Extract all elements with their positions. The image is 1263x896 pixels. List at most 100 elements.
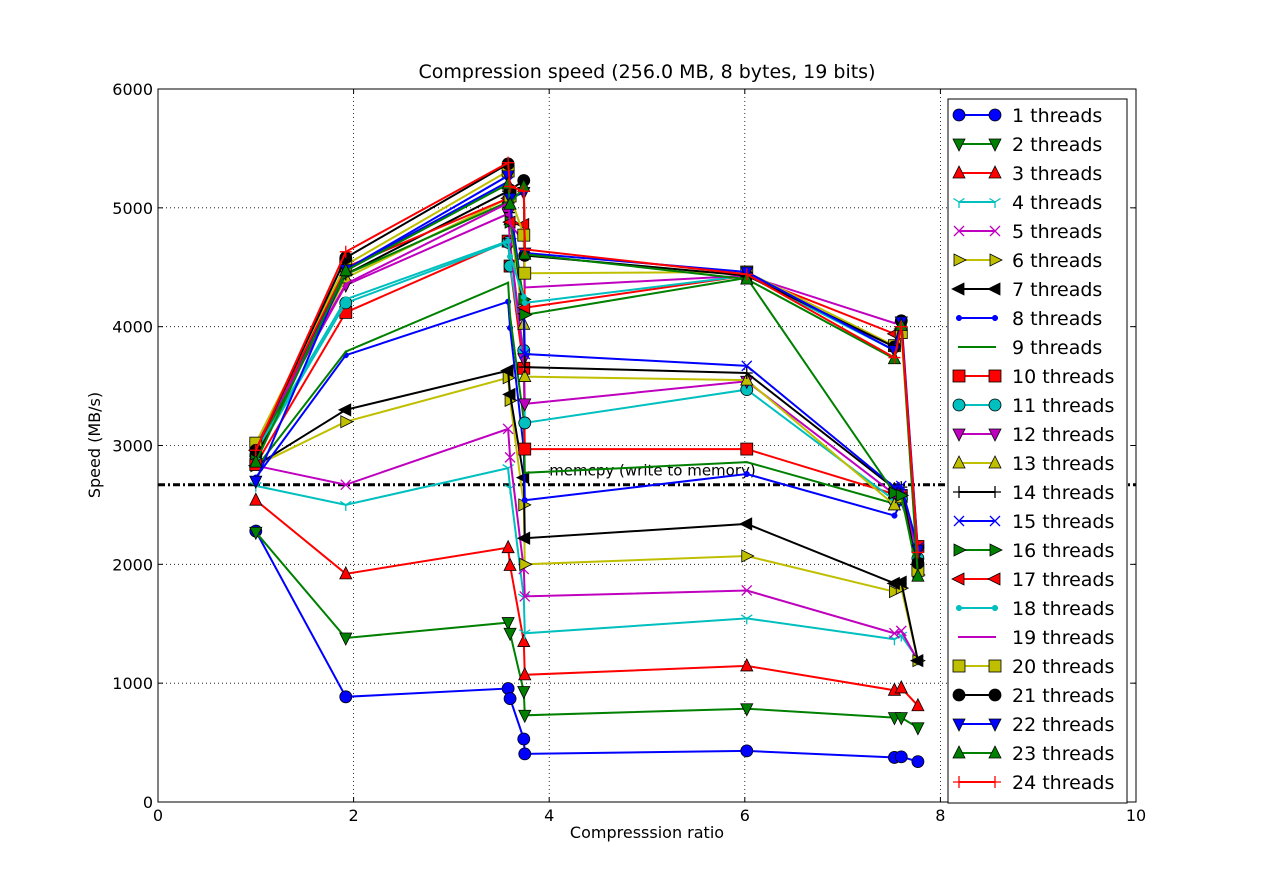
legend-label: 9 threads <box>1012 337 1102 359</box>
legend-marker <box>953 776 965 788</box>
legend-item: 11 threads <box>952 395 1114 417</box>
data-point <box>740 658 754 672</box>
data-point <box>249 526 263 541</box>
legend-item: 14 threads <box>953 482 1114 504</box>
legend-marker <box>988 455 1002 469</box>
data-point <box>743 470 750 478</box>
data-point <box>910 653 924 668</box>
series-line <box>254 180 919 548</box>
data-point <box>507 281 510 284</box>
legend-marker <box>951 572 965 586</box>
legend-item: 22 threads <box>952 714 1114 736</box>
legend-item: 20 threads <box>952 656 1114 678</box>
data-point <box>891 512 898 519</box>
legend-label: 4 threads <box>1012 192 1102 214</box>
legend-item: 9 threads <box>958 337 1102 359</box>
data-point <box>249 475 263 490</box>
data-point <box>344 282 347 285</box>
legend-item: 23 threads <box>952 743 1114 765</box>
legend-label: 12 threads <box>1012 424 1114 446</box>
data-point <box>515 470 530 485</box>
data-point <box>504 451 516 463</box>
data-point <box>893 322 896 325</box>
series-layer <box>247 156 926 768</box>
data-point <box>894 750 908 764</box>
legend-label: 20 threads <box>1012 656 1114 678</box>
data-point <box>518 398 532 412</box>
data-point <box>911 546 924 559</box>
data-point <box>523 286 526 289</box>
data-point <box>249 444 262 457</box>
legend-item: 7 threads <box>951 279 1102 301</box>
legend-marker <box>988 428 1002 442</box>
data-point <box>339 500 352 511</box>
legend-box <box>947 98 1128 804</box>
data-point <box>339 632 353 646</box>
x-tick-label: 4 <box>544 806 554 825</box>
data-point <box>740 367 753 380</box>
data-point <box>337 403 352 417</box>
legend-label: 22 threads <box>1012 714 1114 736</box>
data-point <box>503 196 517 210</box>
data-point <box>502 156 515 169</box>
data-point <box>517 686 531 700</box>
legend-marker <box>988 369 1002 383</box>
series-7-threads <box>247 363 924 668</box>
legend-item: 12 threads <box>952 424 1114 446</box>
data-point <box>339 565 353 580</box>
legend-label: 14 threads <box>1012 482 1114 504</box>
legend-item: 3 threads <box>952 163 1102 185</box>
data-point <box>501 617 515 631</box>
data-point <box>503 557 517 571</box>
legend-item: 10 threads <box>952 366 1114 388</box>
data-point <box>895 320 908 333</box>
legend-marker <box>988 165 1002 179</box>
data-point <box>249 492 263 506</box>
legend-marker <box>952 165 966 179</box>
legend-label: 6 threads <box>1012 250 1102 272</box>
legend-item: 8 threads <box>955 308 1102 330</box>
data-point <box>518 416 532 430</box>
legend-marker <box>989 253 1003 267</box>
data-point <box>503 627 517 642</box>
data-point <box>518 361 531 374</box>
data-point <box>740 442 754 456</box>
legend-marker <box>987 282 1001 296</box>
data-point <box>518 368 532 382</box>
legend-marker <box>991 604 999 612</box>
legend-marker <box>994 346 996 348</box>
data-point <box>521 299 528 306</box>
series-5-threads <box>250 423 924 667</box>
legend-label: 17 threads <box>1012 569 1114 591</box>
data-point <box>740 372 754 386</box>
legend-item: 13 threads <box>952 453 1114 475</box>
data-point <box>741 360 753 372</box>
legend-marker <box>955 604 963 612</box>
legend-marker <box>989 486 1001 498</box>
data-point <box>344 350 347 353</box>
data-point <box>342 296 349 303</box>
y-tick-label: 1000 <box>112 674 153 693</box>
legend-marker <box>952 428 966 442</box>
data-point <box>517 185 530 198</box>
x-tick-label: 10 <box>1126 806 1146 825</box>
data-point <box>894 712 908 726</box>
legend-label: 2 threads <box>1012 134 1102 156</box>
legend-label: 23 threads <box>1012 743 1114 765</box>
ticks-layer: 0 2 4 6 8 10 0 1000 2000 3000 4000 5000 6000 <box>112 80 1146 825</box>
legend-marker <box>953 253 967 267</box>
data-point <box>888 351 901 364</box>
data-point <box>517 732 531 746</box>
data-point <box>521 497 528 504</box>
data-point <box>911 755 925 768</box>
data-point <box>503 692 517 706</box>
data-point <box>504 180 517 193</box>
legend-item: 24 threads <box>953 772 1114 794</box>
legend-label: 13 threads <box>1012 453 1114 475</box>
data-point <box>740 268 753 281</box>
legend-marker <box>988 108 1002 122</box>
data-point <box>518 243 531 256</box>
legend: 1 threads 2 threads 3 threads 4 threads 5 th… <box>947 98 1128 804</box>
